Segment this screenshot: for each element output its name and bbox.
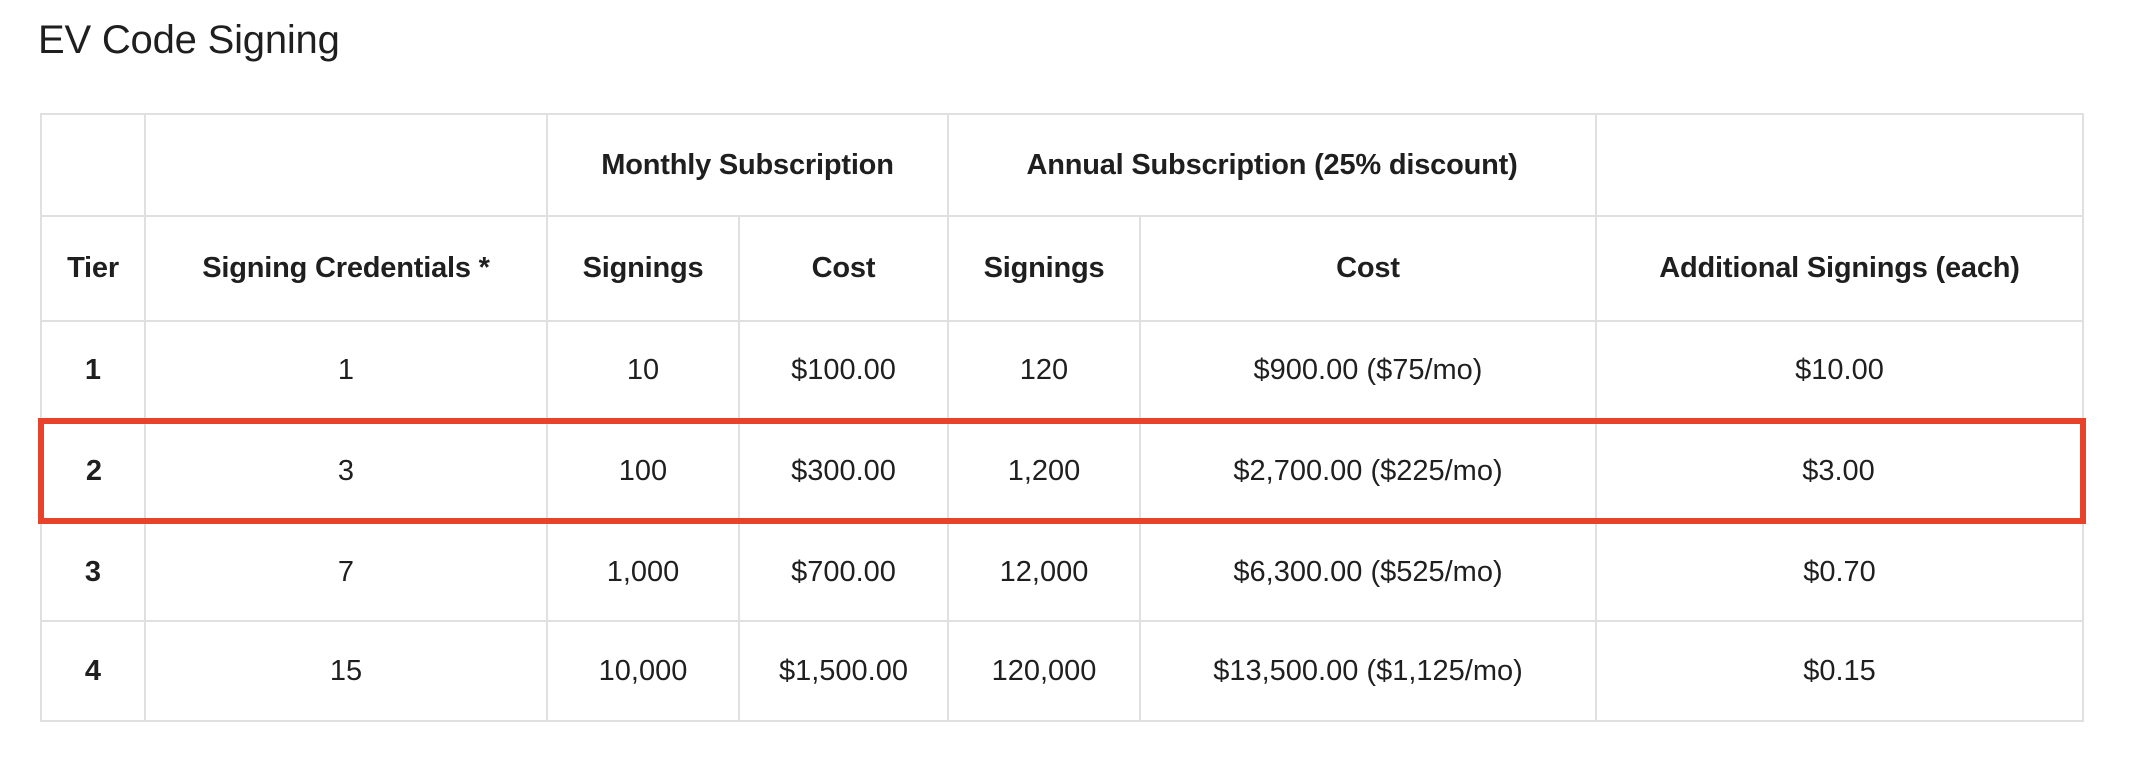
cell-additional: $3.00: [1595, 420, 2084, 522]
cell-monthly-cost: $100.00: [738, 320, 949, 422]
cell-additional: $0.70: [1595, 520, 2084, 622]
cell-monthly-cost: $300.00: [738, 420, 949, 522]
page-title: EV Code Signing: [38, 18, 340, 62]
col-header-additional: Additional Signings (each): [1595, 215, 2084, 322]
cell-credentials: 1: [144, 320, 548, 422]
cell-additional: $10.00: [1595, 320, 2084, 422]
cell-annual-signings: 1,200: [947, 420, 1141, 522]
col-header-tier: Tier: [40, 215, 146, 322]
cell-tier: 1: [40, 320, 146, 422]
cell-annual-signings: 120,000: [947, 620, 1141, 722]
table-row: 4 15 10,000 $1,500.00 120,000 $13,500.00…: [40, 620, 2084, 722]
cell-annual-cost: $2,700.00 ($225/mo): [1139, 420, 1597, 522]
cell-annual-signings: 120: [947, 320, 1141, 422]
cell-monthly-signings: 100: [546, 420, 740, 522]
cell-monthly-signings: 10,000: [546, 620, 740, 722]
cell-annual-cost: $6,300.00 ($525/mo): [1139, 520, 1597, 622]
cell-additional: $0.15: [1595, 620, 2084, 722]
pricing-table: Monthly Subscription Annual Subscription…: [38, 113, 2086, 722]
group-header-spacer-credentials: [144, 113, 548, 217]
cell-tier: 3: [40, 520, 146, 622]
cell-tier: 4: [40, 620, 146, 722]
cell-monthly-cost: $1,500.00: [738, 620, 949, 722]
cell-monthly-cost: $700.00: [738, 520, 949, 622]
group-header-monthly: Monthly Subscription: [546, 113, 949, 217]
table-row: 1 1 10 $100.00 120 $900.00 ($75/mo) $10.…: [40, 320, 2084, 422]
col-header-monthly-cost: Cost: [738, 215, 949, 322]
table-row: 3 7 1,000 $700.00 12,000 $6,300.00 ($525…: [40, 520, 2084, 622]
col-header-annual-cost: Cost: [1139, 215, 1597, 322]
column-header-row: Tier Signing Credentials * Signings Cost…: [40, 215, 2084, 322]
cell-monthly-signings: 1,000: [546, 520, 740, 622]
group-header-row: Monthly Subscription Annual Subscription…: [40, 113, 2084, 217]
group-header-annual: Annual Subscription (25% discount): [947, 113, 1597, 217]
highlighted-table-row: 2 3 100 $300.00 1,200 $2,700.00 ($225/mo…: [40, 420, 2084, 522]
cell-annual-cost: $13,500.00 ($1,125/mo): [1139, 620, 1597, 722]
cell-annual-cost: $900.00 ($75/mo): [1139, 320, 1597, 422]
cell-annual-signings: 12,000: [947, 520, 1141, 622]
group-header-spacer-tier: [40, 113, 146, 217]
cell-monthly-signings: 10: [546, 320, 740, 422]
col-header-annual-signings: Signings: [947, 215, 1141, 322]
col-header-credentials: Signing Credentials *: [144, 215, 548, 322]
cell-credentials: 3: [144, 420, 548, 522]
cell-tier: 2: [40, 420, 146, 522]
col-header-monthly-signings: Signings: [546, 215, 740, 322]
group-header-spacer-additional: [1595, 113, 2084, 217]
cell-credentials: 15: [144, 620, 548, 722]
cell-credentials: 7: [144, 520, 548, 622]
